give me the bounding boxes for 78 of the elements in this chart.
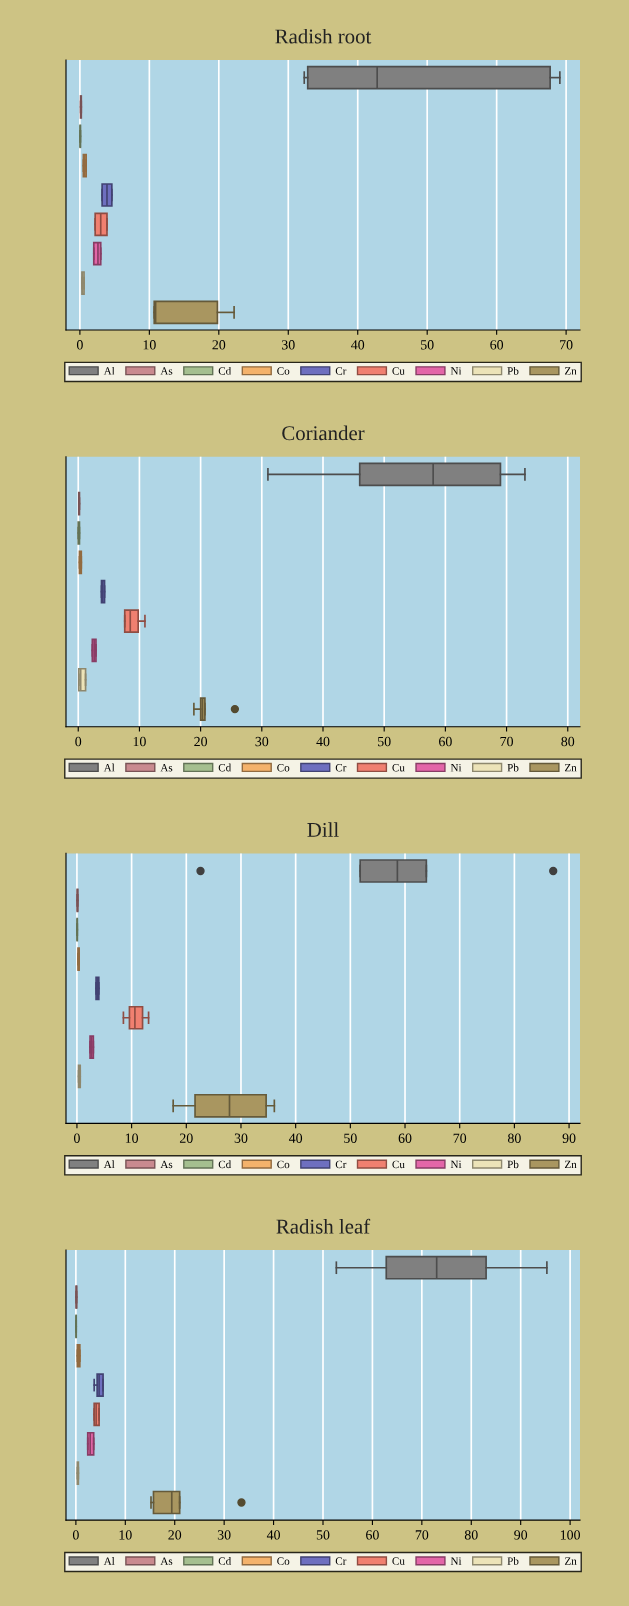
chart-title: Coriander — [282, 425, 365, 441]
legend-label: Al — [103, 1557, 115, 1565]
legend-label: Zn — [564, 764, 577, 772]
legend-label: Cu — [392, 367, 405, 375]
x-tick-label: 10 — [133, 736, 146, 747]
legend-label: As — [160, 1557, 173, 1565]
x-tick-label: 80 — [561, 736, 575, 747]
legend-label: Cr — [335, 1160, 347, 1169]
legend-label: Zn — [564, 367, 577, 375]
x-tick-label: 40 — [351, 340, 365, 350]
chart-title: Dill — [307, 822, 339, 837]
x-tick-label: 20 — [168, 1530, 182, 1540]
legend-label: Al — [103, 763, 115, 772]
x-tick-label: 20 — [194, 736, 208, 747]
x-tick-label: 50 — [421, 340, 434, 350]
legend-label: Cr — [335, 763, 347, 772]
x-tick-label: 20 — [212, 340, 226, 350]
legend-label: As — [160, 763, 173, 772]
chart-title: Radish leaf — [276, 1218, 371, 1234]
legend-label: Cd — [218, 1160, 232, 1169]
legend-label: Pb — [507, 1557, 519, 1565]
legend-label: Pb — [507, 763, 519, 772]
legend-label: Pb — [507, 1160, 519, 1169]
legend-label: Pb — [507, 366, 519, 375]
legend-label: Zn — [564, 1557, 577, 1565]
legend-label: Co — [277, 367, 290, 375]
chart-title: Radish root — [275, 28, 372, 44]
x-tick-label: 30 — [217, 1530, 231, 1540]
x-tick-label: 60 — [439, 736, 452, 747]
x-tick-label: 10 — [125, 1133, 139, 1143]
legend-label: Cr — [335, 367, 347, 375]
legend-label: Ni — [450, 763, 462, 772]
legend-label: Co — [277, 763, 290, 772]
x-tick-label: 80 — [464, 1530, 478, 1540]
x-tick-label: 0 — [72, 1530, 79, 1540]
x-tick-label: 80 — [507, 1133, 521, 1143]
legend-label: Cd — [218, 763, 232, 772]
legend-label: Zn — [564, 1160, 577, 1169]
x-tick-label: 20 — [179, 1133, 193, 1143]
legend-label: Al — [103, 366, 115, 375]
x-tick-label: 90 — [562, 1133, 576, 1143]
legend-label: Ni — [450, 1160, 462, 1169]
legend-label: Cu — [392, 1557, 405, 1565]
x-tick-label: 100 — [560, 1530, 580, 1540]
x-tick-label: 70 — [560, 340, 573, 350]
x-tick-label: 0 — [73, 1133, 80, 1143]
legend-label: As — [160, 367, 173, 375]
x-tick-label: 70 — [453, 1133, 467, 1143]
x-tick-label: 0 — [76, 340, 83, 350]
x-tick-label: 30 — [281, 340, 295, 350]
legend-label: Ni — [450, 1557, 462, 1565]
x-tick-label: 30 — [234, 1133, 248, 1143]
x-tick-label: 60 — [490, 340, 504, 350]
x-tick-label: 30 — [255, 736, 269, 747]
legend-label: Cr — [335, 1557, 347, 1565]
legend-label: Co — [277, 1160, 290, 1169]
x-tick-label: 10 — [119, 1530, 132, 1540]
x-tick-label: 60 — [366, 1530, 379, 1540]
legend-label: Cd — [218, 366, 232, 375]
legend-label: Al — [103, 1160, 115, 1169]
x-tick-label: 50 — [378, 736, 391, 747]
x-tick-label: 70 — [415, 1530, 429, 1540]
x-tick-label: 0 — [75, 736, 82, 747]
x-tick-label: 90 — [514, 1530, 528, 1540]
legend-label: Co — [277, 1557, 290, 1565]
legend-label: Ni — [450, 367, 462, 375]
x-tick-label: 60 — [398, 1133, 412, 1143]
legend-label: As — [160, 1160, 173, 1169]
x-tick-label: 40 — [316, 736, 330, 747]
x-tick-label: 70 — [500, 736, 513, 747]
legend-label: Cu — [392, 1160, 405, 1169]
x-tick-label: 40 — [288, 1133, 303, 1143]
x-tick-label: 50 — [344, 1133, 357, 1143]
legend-label: Cu — [392, 763, 405, 772]
x-tick-label: 50 — [316, 1530, 330, 1540]
legend-label: Cd — [218, 1557, 232, 1565]
x-tick-label: 10 — [143, 340, 156, 350]
x-tick-label: 40 — [266, 1530, 280, 1540]
